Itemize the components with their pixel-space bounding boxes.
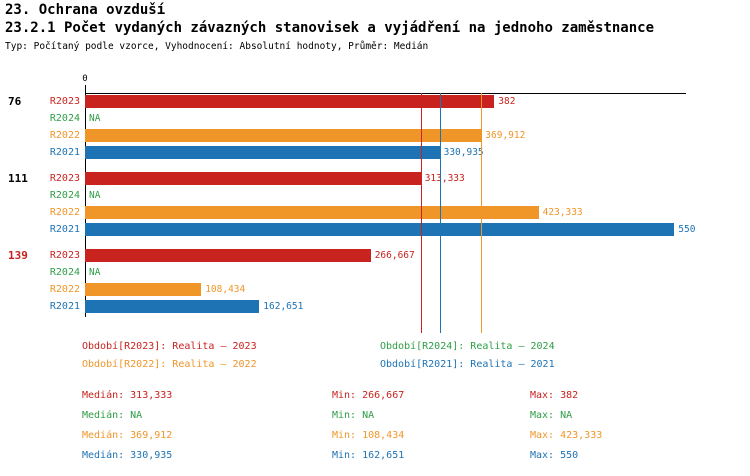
stat-min-r2024: Min: NA — [332, 410, 375, 421]
x-axis-line — [85, 93, 686, 94]
bar-row: R2021 330,935 — [0, 146, 750, 159]
bar — [85, 172, 421, 185]
bar-value-label: 423,333 — [542, 207, 583, 218]
bar-area: NA — [85, 189, 100, 202]
bar — [85, 129, 482, 142]
bar-row: R2024 NA — [0, 266, 750, 279]
bar — [85, 300, 260, 313]
stat-max-r2022: Max: 423,333 — [530, 430, 603, 441]
stat-max-r2023: Max: 382 — [530, 390, 579, 401]
series-label: R2024 — [49, 267, 80, 278]
group-label: 76 — [8, 95, 22, 108]
bar-value-label: 330,935 — [443, 147, 484, 158]
bar-group: 76 R2023 382 R2024 NA R2022 369,912 R2021 330,93… — [0, 95, 750, 159]
bar-row: R2022 108,434 — [0, 283, 750, 296]
median-line-r2023 — [420, 93, 422, 333]
bar-chart: 76 R2023 382 R2024 NA R2022 369,912 R2021 330,93… — [0, 95, 750, 313]
bar-row: R2023 313,333 — [0, 172, 750, 185]
group-label: 139 — [8, 249, 28, 262]
legend-item-r2024: Období[R2024]: Realita – 2024 — [380, 341, 555, 352]
bar-value-label: NA — [89, 190, 101, 201]
bar-value-label: NA — [89, 113, 101, 124]
page-subtitle: 23.2.1 Počet vydaných závazných stanovis… — [5, 20, 655, 36]
bar-row: R2021 162,651 — [0, 300, 750, 313]
bar-area: 313,333 — [85, 172, 465, 185]
stat-min-r2023: Min: 266,667 — [332, 390, 405, 401]
stat-max-r2024: Max: NA — [530, 410, 573, 421]
series-label: R2024 — [49, 113, 80, 124]
series-label: R2023 — [49, 250, 80, 261]
stat-min-r2021: Min: 162,651 — [332, 450, 405, 461]
series-label: R2022 — [49, 130, 80, 141]
stat-median-r2022: Medián: 369,912 — [82, 430, 173, 441]
series-label: R2024 — [49, 190, 80, 201]
bar — [85, 146, 440, 159]
chart-legend: Období[R2023]: Realita – 2023 Období[R20… — [82, 341, 732, 370]
series-label: R2021 — [49, 301, 80, 312]
bar — [85, 283, 202, 296]
y-axis-line — [85, 93, 86, 317]
bar-row: R2024 NA — [0, 189, 750, 202]
bar-area: NA — [85, 266, 100, 279]
bar-area: 330,935 — [85, 146, 484, 159]
stat-median-r2024: Medián: NA — [82, 410, 143, 421]
bar-row: R2022 369,912 — [0, 129, 750, 142]
bar-value-label: 369,912 — [485, 130, 526, 141]
x-axis-zero-label: 0 — [82, 74, 88, 84]
series-label: R2022 — [49, 284, 80, 295]
bar — [85, 206, 539, 219]
bar-value-label: 266,667 — [374, 250, 415, 261]
bar-area: 266,667 — [85, 249, 415, 262]
bar-value-label: 550 — [678, 224, 696, 235]
bar-value-label: 162,651 — [263, 301, 304, 312]
bar — [85, 95, 495, 108]
stats-table: Medián: 313,333 Min: 266,667 Max: 382 Me… — [82, 390, 742, 461]
bar-row: R2023 266,667 — [0, 249, 750, 262]
stat-max-r2021: Max: 550 — [530, 450, 579, 461]
bar — [85, 223, 675, 236]
bar-value-label: 313,333 — [424, 173, 465, 184]
median-line-r2022 — [481, 93, 483, 333]
median-line-r2021 — [439, 93, 441, 333]
group-label: 111 — [8, 172, 28, 185]
bar-area: 550 — [85, 223, 695, 236]
stat-median-r2021: Medián: 330,935 — [82, 450, 173, 461]
bar-area: 423,333 — [85, 206, 583, 219]
bar-area: NA — [85, 112, 100, 125]
bar-area: 369,912 — [85, 129, 525, 142]
series-label: R2021 — [49, 147, 80, 158]
bar-group: 139 R2023 266,667 R2024 NA R2022 108,434 R2021 1… — [0, 249, 750, 313]
bar-area: 382 — [85, 95, 515, 108]
bar-value-label: 382 — [498, 96, 516, 107]
bar-row: R2024 NA — [0, 112, 750, 125]
bar-row: R2023 382 — [0, 95, 750, 108]
bar-value-label: 108,434 — [205, 284, 246, 295]
series-label: R2021 — [49, 224, 80, 235]
bar-value-label: NA — [89, 267, 101, 278]
bar — [85, 249, 371, 262]
legend-item-r2023: Období[R2023]: Realita – 2023 — [82, 341, 257, 352]
legend-item-r2022: Období[R2022]: Realita – 2022 — [82, 359, 257, 370]
stat-median-r2023: Medián: 313,333 — [82, 390, 173, 401]
stat-min-r2022: Min: 108,434 — [332, 430, 405, 441]
page-title: 23. Ochrana ovzduší — [5, 2, 166, 18]
chart-type-line: Typ: Počítaný podle vzorce, Vyhodnocení:… — [5, 41, 429, 52]
legend-item-r2021: Období[R2021]: Realita – 2021 — [380, 359, 555, 370]
bar-row: R2022 423,333 — [0, 206, 750, 219]
bar-area: 162,651 — [85, 300, 303, 313]
bar-group: 111 R2023 313,333 R2024 NA R2022 423,333 R2021 5… — [0, 172, 750, 236]
series-label: R2023 — [49, 96, 80, 107]
series-label: R2022 — [49, 207, 80, 218]
series-label: R2023 — [49, 173, 80, 184]
x-axis-zero-tick — [85, 85, 86, 93]
bar-area: 108,434 — [85, 283, 245, 296]
bar-row: R2021 550 — [0, 223, 750, 236]
